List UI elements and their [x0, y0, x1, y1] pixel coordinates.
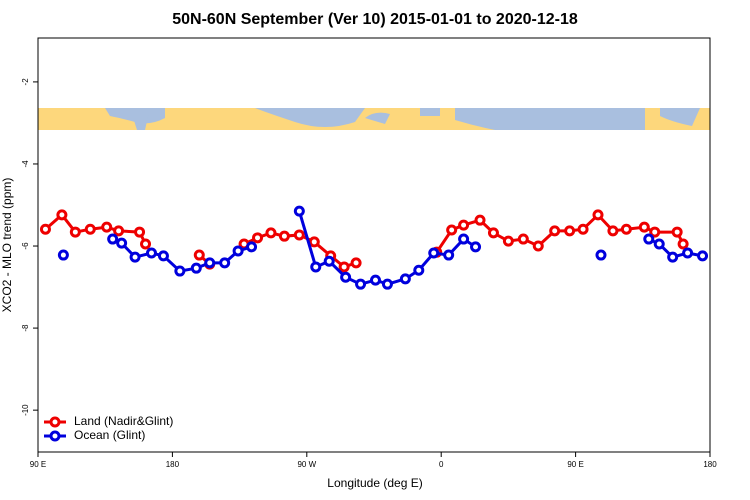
series-point [134, 226, 146, 238]
series-point [293, 205, 305, 217]
series-point [399, 273, 411, 285]
map-strip [38, 108, 710, 130]
y-tick-label: -8 [21, 324, 30, 332]
series-point [204, 257, 216, 269]
series-point [458, 219, 470, 231]
series-point [39, 223, 51, 235]
series-point [232, 245, 244, 257]
series-point [323, 255, 335, 267]
series-point [564, 225, 576, 237]
series-point [369, 274, 381, 286]
series-point [157, 250, 169, 262]
series-point [101, 221, 113, 233]
series-point [620, 223, 632, 235]
series-point [517, 233, 529, 245]
legend-marker [49, 430, 61, 442]
y-axis-label: XCO2 - MLO trend (ppm) [0, 178, 14, 313]
y-tick-label: -10 [21, 404, 30, 416]
series-point [310, 261, 322, 273]
series-point [338, 261, 350, 273]
x-tick-label: 90 E [30, 460, 46, 469]
series-point [219, 257, 231, 269]
series-point [265, 227, 277, 239]
series-line [297, 210, 477, 286]
series-point [653, 238, 665, 250]
series-point [697, 250, 709, 262]
x-axis-label: Longitude (deg E) [327, 476, 422, 490]
series-point [667, 251, 679, 263]
legend-label: Land (Nadir&Glint) [74, 414, 173, 428]
plot-frame [37, 37, 711, 453]
series-point [446, 224, 458, 236]
series-point [458, 233, 470, 245]
series-point [84, 223, 96, 235]
series-point [677, 238, 689, 250]
series-point [428, 247, 440, 259]
series-point [443, 249, 455, 261]
x-tick-label: 180 [166, 460, 180, 469]
series-point [340, 271, 352, 283]
series-point [381, 278, 393, 290]
series-point [355, 278, 367, 290]
series-point [293, 229, 305, 241]
series-point [487, 227, 499, 239]
series-point [643, 233, 655, 245]
series-point [549, 225, 561, 237]
series-point [113, 225, 125, 237]
legend-marker [49, 416, 61, 428]
series-point [595, 249, 607, 261]
series-point [592, 209, 604, 221]
y-tick-label: -6 [21, 242, 30, 250]
series-point [671, 226, 683, 238]
y-tick-label: -4 [21, 160, 30, 168]
series-point [638, 221, 650, 233]
chart-title: 50N-60N September (Ver 10) 2015-01-01 to… [172, 11, 578, 28]
series-point [56, 209, 68, 221]
series-point [502, 235, 514, 247]
series-point [69, 226, 81, 238]
series-point [145, 247, 157, 259]
series-point [57, 249, 69, 261]
series-point [532, 240, 544, 252]
y-tick-label: -2 [21, 78, 30, 86]
series-point [577, 223, 589, 235]
series-point [246, 241, 258, 253]
series-point [470, 241, 482, 253]
series-point [350, 257, 362, 269]
series-point [129, 251, 141, 263]
series-point [278, 230, 290, 242]
series-point [116, 237, 128, 249]
series-point [140, 238, 152, 250]
series-point [308, 236, 320, 248]
x-tick-label: 0 [439, 460, 444, 469]
series-point [413, 264, 425, 276]
series-point [474, 214, 486, 226]
series-point [252, 232, 264, 244]
x-tick-label: 90 W [297, 460, 316, 469]
series-point [607, 225, 619, 237]
x-tick-label: 180 [703, 460, 717, 469]
series-point [682, 247, 694, 259]
x-tick-label: 90 E [567, 460, 583, 469]
series-point [174, 265, 186, 277]
series-point [193, 249, 205, 261]
series-point [190, 262, 202, 274]
series-point [649, 226, 661, 238]
legend-label: Ocean (Glint) [74, 428, 145, 442]
series-point [107, 233, 119, 245]
